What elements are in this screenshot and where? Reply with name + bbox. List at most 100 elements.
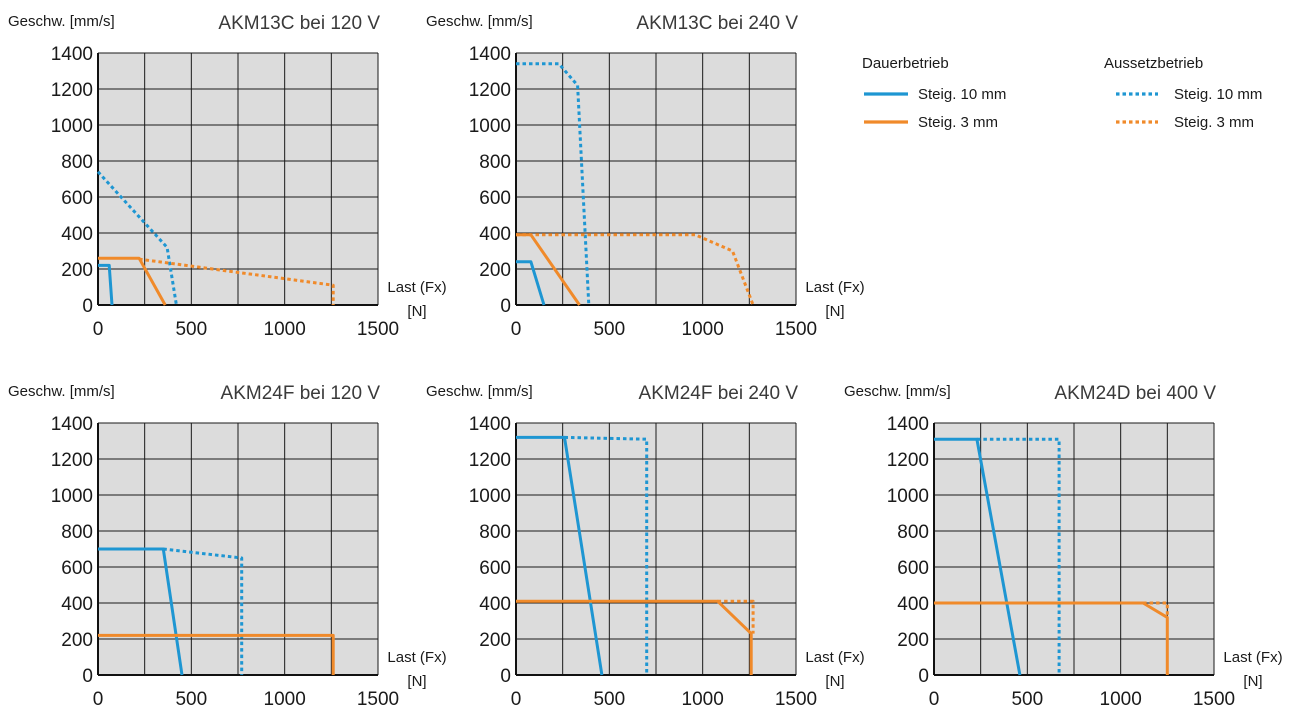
chart-2-series-continuous-3mm [516, 233, 581, 306]
chart-4-y-tick-label: 0 [500, 666, 511, 687]
chart-4-y-tick-label: 1400 [469, 414, 511, 435]
chart-2-y-axis-label: Geschw. [mm/s] [426, 13, 533, 30]
chart-4-series-continuous-10mm [516, 435, 604, 676]
chart-panel-1: 0 200 400 600 800 1000 1200 1400 0 500 1000 1500 Ges… [8, 13, 447, 340]
chart-panel-5: 0 200 400 600 800 1000 1200 1400 0 500 1000 1500 Ges… [844, 383, 1283, 710]
chart-2-series-continuous-10mm [516, 260, 546, 306]
chart-1-series-continuous-10mm [98, 263, 114, 306]
chart-2-x-tick-label: 500 [593, 319, 625, 340]
chart-2-y-tick-label: 200 [479, 260, 511, 281]
chart-3-x-tick-label: 500 [175, 689, 207, 710]
chart-1-y-tick-label: 600 [61, 188, 93, 209]
chart-3-y-tick-label: 600 [61, 558, 93, 579]
chart-4-y-tick-label: 1000 [469, 486, 511, 507]
chart-3-y-tick-label: 800 [61, 522, 93, 543]
chart-5-x-axis-unit: [N] [1243, 673, 1262, 690]
chart-3-y-tick-label: 1200 [51, 450, 93, 471]
chart-1-y-tick-label: 1200 [51, 80, 93, 101]
chart-3-x-tick-label: 1000 [264, 689, 306, 710]
chart-3-y-tick-label: 1400 [51, 414, 93, 435]
chart-3-series-continuous-10mm [98, 547, 184, 676]
chart-2-y-tick-label: 600 [479, 188, 511, 209]
chart-1-x-tick-label: 1500 [357, 319, 399, 340]
chart-5-x-tick-label: 1500 [1193, 689, 1235, 710]
chart-4-y-tick-label: 800 [479, 522, 511, 543]
chart-5-y-tick-label: 1400 [887, 414, 929, 435]
chart-1-y-tick-label: 200 [61, 260, 93, 281]
chart-3-series-continuous-3mm [98, 633, 335, 675]
chart-2-x-tick-label: 0 [511, 319, 522, 340]
chart-3-y-axis-label: Geschw. [mm/s] [8, 383, 115, 400]
chart-2-y-tick-label: 1200 [469, 80, 511, 101]
chart-5-series-intermittent-3mm [1143, 601, 1169, 618]
chart-2-series-intermittent-10mm [516, 62, 591, 306]
chart-3-x-axis-label: Last (Fx) [387, 649, 446, 666]
chart-5-title: AKM24D bei 400 V [1054, 383, 1216, 404]
chart-1-x-tick-label: 500 [175, 319, 207, 340]
chart-1-y-tick-label: 1000 [51, 116, 93, 137]
chart-2-x-axis-unit: [N] [825, 303, 844, 320]
legend: Dauerbetrieb Steig. 10 mm Steig. 3 mm Au… [862, 55, 1262, 131]
chart-4-series-intermittent-3mm [717, 599, 755, 634]
chart-4-x-tick-label: 500 [593, 689, 625, 710]
chart-1-y-axis-label: Geschw. [mm/s] [8, 13, 115, 30]
chart-5-series-intermittent-10mm [976, 437, 1061, 675]
chart-4-y-tick-label: 600 [479, 558, 511, 579]
chart-2-y-tick-label: 400 [479, 224, 511, 245]
legend-item-continuous-10mm: Steig. 10 mm [918, 86, 1006, 103]
chart-1-y-tick-label: 0 [82, 296, 93, 317]
chart-panel-2: 0 200 400 600 800 1000 1200 1400 0 500 1000 1500 Ges… [426, 13, 865, 340]
chart-4-y-axis-label: Geschw. [mm/s] [426, 383, 533, 400]
chart-1-y-tick-label: 400 [61, 224, 93, 245]
chart-1-y-tick-label: 800 [61, 152, 93, 173]
chart-3-title: AKM24F bei 120 V [221, 383, 381, 404]
chart-2-series-intermittent-3mm [516, 233, 755, 306]
chart-4-x-tick-label: 1500 [775, 689, 817, 710]
chart-3-y-tick-label: 1000 [51, 486, 93, 507]
chart-5-x-tick-label: 0 [929, 689, 940, 710]
legend-item-continuous-3mm: Steig. 3 mm [918, 114, 998, 131]
chart-4-y-tick-label: 1200 [469, 450, 511, 471]
chart-2-x-tick-label: 1500 [775, 319, 817, 340]
chart-5-y-tick-label: 800 [897, 522, 929, 543]
chart-3-x-tick-label: 0 [93, 689, 104, 710]
chart-1-series-continuous-3mm [98, 256, 167, 306]
chart-4-x-axis-unit: [N] [825, 673, 844, 690]
chart-4-series-continuous-3mm [516, 599, 753, 675]
chart-5-y-tick-label: 0 [918, 666, 929, 687]
chart-2-y-tick-label: 800 [479, 152, 511, 173]
chart-1-x-tick-label: 1000 [264, 319, 306, 340]
chart-3-x-tick-label: 1500 [357, 689, 399, 710]
chart-5-y-tick-label: 400 [897, 594, 929, 615]
chart-4-y-tick-label: 200 [479, 630, 511, 651]
chart-2-y-tick-label: 1400 [469, 44, 511, 65]
legend-heading-continuous: Dauerbetrieb [862, 55, 949, 72]
chart-1-y-tick-label: 1400 [51, 44, 93, 65]
chart-3-y-tick-label: 200 [61, 630, 93, 651]
chart-5-x-tick-label: 500 [1011, 689, 1043, 710]
chart-panel-4: 0 200 400 600 800 1000 1200 1400 0 500 1000 1500 Ges… [426, 383, 865, 710]
chart-2-title: AKM13C bei 240 V [636, 13, 798, 34]
chart-3-y-tick-label: 0 [82, 666, 93, 687]
chart-5-x-tick-label: 1000 [1100, 689, 1142, 710]
chart-5-y-tick-label: 1000 [887, 486, 929, 507]
chart-5-series-continuous-10mm [934, 437, 1022, 676]
chart-3-y-tick-label: 400 [61, 594, 93, 615]
chart-1-x-tick-label: 0 [93, 319, 104, 340]
chart-1-x-axis-unit: [N] [407, 303, 426, 320]
chart-2-x-tick-label: 1000 [682, 319, 724, 340]
chart-5-y-tick-label: 600 [897, 558, 929, 579]
chart-4-x-tick-label: 1000 [682, 689, 724, 710]
chart-5-series-continuous-3mm [934, 601, 1169, 675]
legend-item-intermittent-10mm: Steig. 10 mm [1174, 86, 1262, 103]
chart-4-title: AKM24F bei 240 V [639, 383, 799, 404]
chart-1-series-intermittent-3mm [138, 257, 335, 305]
chart-3-x-axis-unit: [N] [407, 673, 426, 690]
chart-5-y-tick-label: 1200 [887, 450, 929, 471]
chart-1-title: AKM13C bei 120 V [218, 13, 380, 34]
legend-heading-intermittent: Aussetzbetrieb [1104, 55, 1203, 72]
chart-4-x-axis-label: Last (Fx) [805, 649, 864, 666]
chart-4-x-tick-label: 0 [511, 689, 522, 710]
